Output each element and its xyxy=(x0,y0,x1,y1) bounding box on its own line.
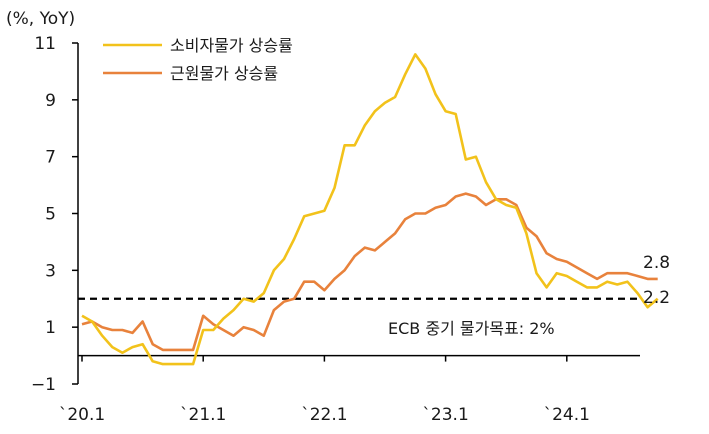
legend-label-core: 근원물가 상승률 xyxy=(170,64,278,83)
legend: 소비자물가 상승률 근원물가 상승률 xyxy=(103,36,293,83)
y-axis: 11 9 7 5 3 1 −1 xyxy=(31,34,79,395)
cpi-series-line xyxy=(81,53,659,366)
core-series-line xyxy=(81,192,658,352)
y-tick-label: 1 xyxy=(45,318,56,338)
y-tick-label: 3 xyxy=(45,261,56,281)
legend-label-cpi: 소비자물가 상승률 xyxy=(170,36,293,55)
y-tick-label: 9 xyxy=(45,91,56,111)
x-tick-label: `24.1 xyxy=(544,405,590,425)
y-tick-label: 7 xyxy=(45,148,56,168)
y-tick-label: 5 xyxy=(45,205,56,225)
y-axis-unit-label: (%, YoY) xyxy=(6,9,75,29)
core-end-label: 2.8 xyxy=(643,253,670,273)
y-tick-label: −1 xyxy=(31,375,56,395)
x-tick-label: `21.1 xyxy=(180,405,226,425)
x-axis: `20.1 `21.1 `22.1 `23.1 `24.1 xyxy=(59,355,590,425)
ecb-target-label: ECB 중기 물가목표: 2% xyxy=(388,319,555,338)
cpi-end-label: 2.2 xyxy=(643,288,670,308)
x-tick-label: `22.1 xyxy=(301,405,347,425)
x-tick-label: `20.1 xyxy=(59,405,105,425)
y-tick-label: 11 xyxy=(34,34,56,54)
x-tick-label: `23.1 xyxy=(422,405,468,425)
